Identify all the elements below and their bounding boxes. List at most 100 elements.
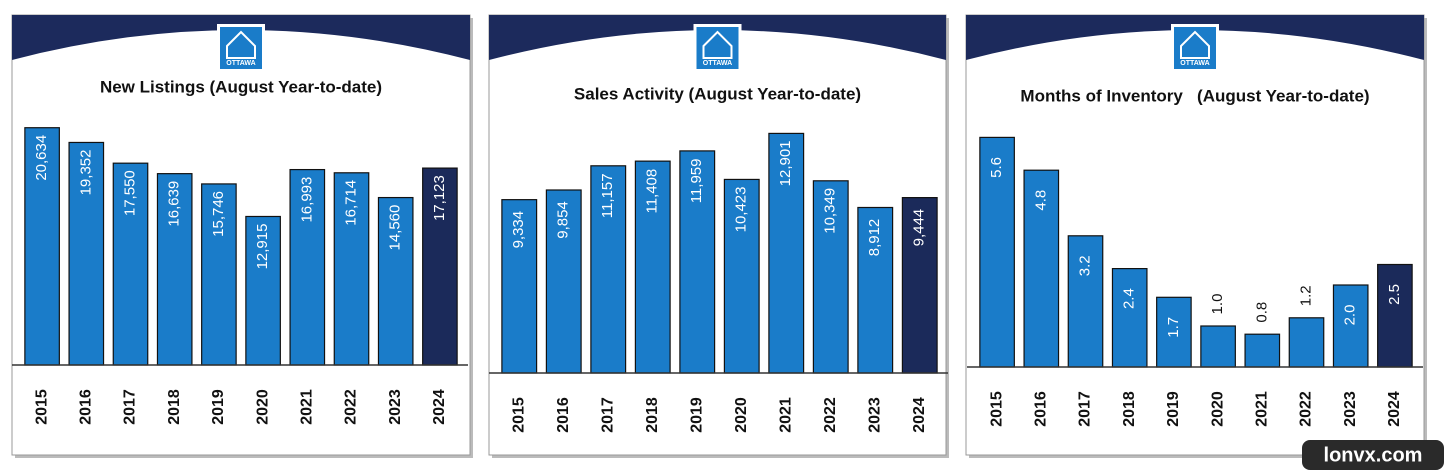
bar — [768, 132, 805, 374]
chart-title: Sales Activity (August Year-to-date) — [574, 84, 861, 103]
value-label: 12,915 — [254, 224, 271, 270]
value-label: 9,854 — [555, 201, 572, 239]
x-tick-label: 2018 — [644, 397, 661, 433]
x-tick-label: 2022 — [343, 389, 360, 425]
bar — [68, 141, 105, 366]
x-tick-label: 2020 — [733, 397, 750, 433]
header-band — [489, 15, 946, 60]
x-tick-label: 2022 — [1298, 391, 1315, 427]
x-tick-label: 2024 — [911, 397, 928, 433]
logo-house — [1180, 30, 1210, 59]
value-label: 9,444 — [911, 209, 928, 247]
value-label: 5.6 — [988, 157, 1005, 178]
bar — [1288, 317, 1325, 368]
bar — [422, 167, 458, 366]
value-label: 14,560 — [387, 205, 404, 251]
value-label: 16,714 — [342, 180, 359, 226]
bar — [112, 162, 149, 366]
x-tick-label: 2018 — [166, 389, 183, 425]
bar — [545, 189, 582, 374]
value-label: 11,157 — [599, 173, 616, 218]
x-tick-label: 2017 — [1077, 391, 1094, 427]
bar — [1111, 268, 1148, 368]
value-label: 17,123 — [431, 175, 448, 221]
value-label: 10,423 — [733, 186, 750, 232]
value-label: 11,959 — [688, 159, 705, 204]
bar — [634, 160, 671, 374]
value-label: 11,408 — [644, 169, 661, 214]
bar — [24, 127, 60, 366]
x-tick-label: 2021 — [1254, 391, 1271, 427]
value-label: 1.2 — [1297, 285, 1314, 306]
value-label: 12,901 — [777, 140, 794, 186]
bar — [333, 172, 370, 366]
value-label: 15,746 — [210, 191, 227, 237]
x-tick-label: 2015 — [33, 389, 50, 425]
header-band — [966, 15, 1424, 60]
x-tick-label: 2019 — [1165, 391, 1182, 427]
x-tick-label: 2019 — [688, 397, 705, 433]
value-label: 19,352 — [77, 150, 94, 196]
x-tick-label: 2024 — [431, 389, 448, 425]
bar — [1244, 333, 1281, 368]
x-tick-label: 2017 — [122, 389, 139, 425]
chart-panel: OTTAWA Sales Activity (August Year-to-dat… — [488, 14, 949, 458]
bar — [979, 136, 1015, 368]
value-label: 2.5 — [1386, 284, 1403, 305]
value-label: 2.4 — [1121, 288, 1138, 309]
x-tick-label: 2016 — [78, 389, 95, 425]
logo-text: OTTAWA — [703, 60, 732, 67]
bar — [501, 199, 538, 374]
x-tick-label: 2020 — [254, 389, 271, 425]
x-tick-label: 2015 — [988, 391, 1005, 427]
chart-panel: OTTAWA New Listings (August Year-to-date)… — [11, 14, 473, 458]
x-tick-label: 2024 — [1386, 391, 1403, 427]
value-label: 9,334 — [510, 211, 527, 249]
logo-house — [702, 30, 733, 59]
bar — [723, 178, 760, 374]
x-tick-label: 2023 — [1342, 391, 1359, 427]
watermark: lonvx.com — [1302, 440, 1444, 470]
bar — [590, 165, 627, 374]
value-label: 2.0 — [1342, 305, 1359, 326]
value-label: 8,912 — [866, 219, 883, 257]
x-tick-label: 2017 — [599, 397, 616, 433]
value-label: 16,993 — [298, 177, 315, 223]
x-tick-label: 2023 — [387, 389, 404, 425]
watermark-text: lonvx.com — [1324, 444, 1423, 466]
logo-house — [226, 30, 256, 59]
bar — [201, 183, 237, 366]
x-tick-label: 2020 — [1209, 391, 1226, 427]
bar — [1156, 296, 1192, 368]
bar — [1067, 235, 1104, 368]
x-tick-label: 2021 — [299, 389, 316, 425]
bar — [1377, 263, 1413, 368]
x-tick-label: 2015 — [510, 397, 527, 433]
logo-text: OTTAWA — [226, 60, 255, 67]
value-label: 0.8 — [1253, 302, 1270, 323]
value-label: 4.8 — [1032, 190, 1049, 211]
chart-title: Months of Inventory (August Year-to-date… — [1020, 86, 1369, 105]
bar — [377, 196, 414, 366]
x-tick-label: 2016 — [555, 397, 572, 433]
value-label: 16,639 — [166, 181, 183, 227]
logo-text: OTTAWA — [1180, 60, 1209, 67]
value-label: 10,349 — [822, 188, 839, 234]
bar — [679, 150, 716, 374]
value-label: 1.0 — [1209, 294, 1226, 315]
x-tick-label: 2022 — [822, 397, 839, 433]
chart-panel: OTTAWA Months of Inventory (August Year-t… — [965, 14, 1427, 458]
bar — [901, 197, 938, 374]
value-label: 3.2 — [1076, 255, 1093, 276]
x-tick-label: 2018 — [1121, 391, 1138, 427]
value-label: 1.7 — [1165, 317, 1182, 338]
bar — [1023, 169, 1060, 368]
chart-title: New Listings (August Year-to-date) — [100, 77, 382, 96]
x-tick-label: 2016 — [1033, 391, 1050, 427]
x-tick-label: 2021 — [777, 397, 794, 433]
bar — [812, 180, 849, 374]
bar — [1200, 325, 1236, 368]
watermark-bg — [1302, 440, 1444, 470]
x-tick-label: 2019 — [210, 389, 227, 425]
bar — [857, 206, 894, 374]
